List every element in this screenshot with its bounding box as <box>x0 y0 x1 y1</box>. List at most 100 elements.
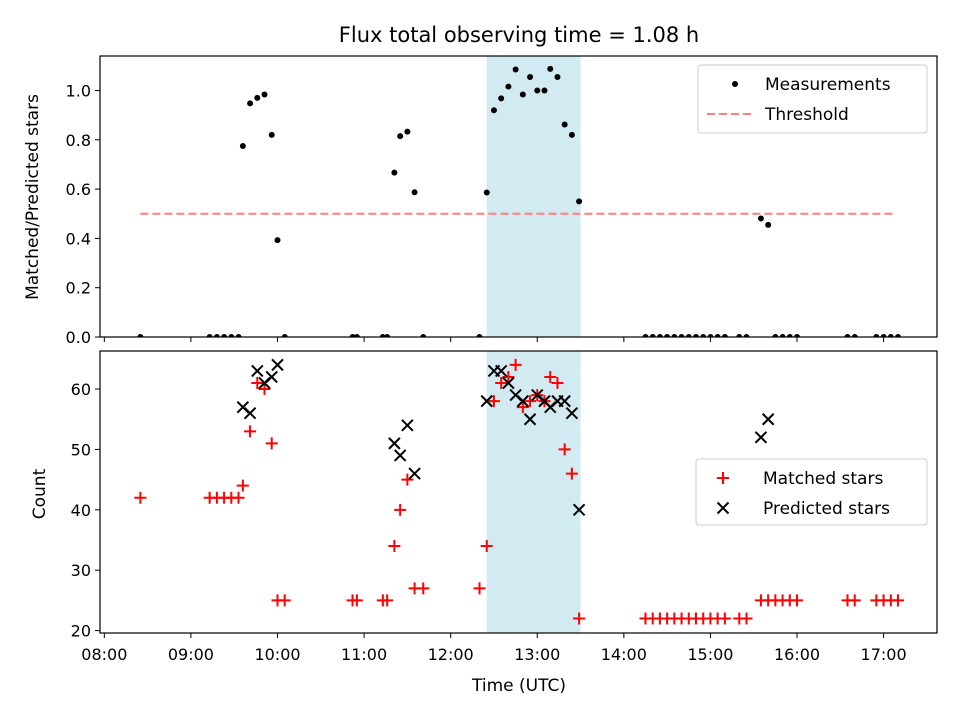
predicted-star-point <box>388 437 401 450</box>
x-tick-label: 13:00 <box>514 645 560 664</box>
matched-star-point <box>134 491 147 504</box>
measurement-point <box>779 334 786 337</box>
x-tick-label: 14:00 <box>601 645 647 664</box>
matched-star-point <box>232 491 245 504</box>
axes-frame-ratio <box>99 55 938 338</box>
measurement-point <box>887 334 894 337</box>
x-tick-label: 09:00 <box>168 645 214 664</box>
matched-star-point <box>388 540 401 553</box>
measurement-point <box>274 237 281 244</box>
measurement-point <box>411 189 418 196</box>
measurement-point <box>397 133 404 140</box>
measurement-point <box>743 334 750 337</box>
matched-star-point <box>278 594 291 607</box>
measurement-point <box>685 334 692 337</box>
x-axis-label: Time (UTC) <box>471 676 566 696</box>
y-tick-label: 0.8 <box>66 131 91 150</box>
observing-window-ratio <box>486 56 581 337</box>
predicted-star-point <box>502 376 515 390</box>
axes-frame-counts <box>99 350 938 634</box>
predicted-star-point <box>401 419 414 432</box>
legend-box-counts <box>695 458 928 526</box>
predicted-star-point <box>408 467 421 480</box>
matched-star-point <box>487 395 500 408</box>
measurement-point <box>541 87 548 94</box>
y-tick-label: 0.4 <box>66 229 91 248</box>
y-tick-label: 0.0 <box>66 328 91 347</box>
chart-title: Flux total observing time = 1.08 h <box>339 23 699 47</box>
matched-star-point <box>740 612 753 625</box>
measurement-point <box>254 94 261 101</box>
matched-star-point <box>381 594 394 607</box>
legend-entry: Threshold <box>764 105 849 125</box>
matched-star-point <box>236 479 249 492</box>
measurement-point <box>213 334 220 337</box>
matched-star-point <box>718 612 731 625</box>
measurement-point <box>757 215 764 222</box>
matched-star-point <box>558 443 571 456</box>
legend-entry: Measurements <box>765 75 891 95</box>
legend-box-ratio <box>697 64 928 134</box>
plot-layer: 0.0 0.2 0.4 0.6 0.8 1.0 Measurements Threshold 2… <box>66 55 938 664</box>
measurement-point <box>228 334 235 337</box>
measurement-point <box>206 334 213 337</box>
measurement-point <box>391 169 398 176</box>
matched-star-point <box>565 467 578 480</box>
predicted-star-point <box>494 364 508 378</box>
predicted-star-point <box>271 358 284 372</box>
y-tick-label: 1.0 <box>66 82 91 101</box>
y-tick-label: 0.6 <box>66 180 91 199</box>
measurement-point <box>519 91 526 98</box>
predicted-star-point <box>243 406 257 420</box>
matched-star-point <box>258 383 271 396</box>
measurement-point <box>880 334 887 337</box>
matched-star-point <box>516 401 529 414</box>
matched-star-point <box>480 540 493 553</box>
measurement-point <box>554 73 561 80</box>
measurement-point <box>714 334 721 337</box>
matched-star-point <box>524 395 537 408</box>
measurement-point <box>534 87 541 94</box>
measurement-point <box>512 66 519 73</box>
measurement-point <box>490 107 497 114</box>
measurement-point <box>851 334 858 337</box>
predicted-star-point <box>523 413 537 426</box>
legend-marker <box>717 472 729 484</box>
predicted-star-point <box>558 394 571 408</box>
measurement-point <box>268 131 275 138</box>
measurement-point <box>693 334 700 337</box>
measurement-point <box>247 100 254 107</box>
matched-star-point <box>544 370 557 383</box>
measurement-point <box>664 334 671 337</box>
legend-entry: Predicted stars <box>763 499 890 519</box>
matched-star-point <box>573 612 586 625</box>
predicted-star-point <box>565 406 579 420</box>
measurement-point <box>561 121 568 128</box>
predicted-star-point <box>572 503 586 517</box>
measurement-point <box>794 334 801 337</box>
matched-star-point <box>502 370 515 383</box>
x-tick-label: 16:00 <box>774 645 820 664</box>
measurement-point <box>772 334 779 337</box>
measurement-point <box>137 334 144 337</box>
matched-star-point <box>251 377 264 390</box>
y-tick-label: 20 <box>71 622 91 641</box>
matched-star-point <box>417 582 430 595</box>
predicted-star-point <box>265 370 278 384</box>
measurement-point <box>895 334 902 337</box>
measurement-point <box>568 131 575 138</box>
measurement-point <box>498 95 505 102</box>
x-tick-label: 10:00 <box>254 645 300 664</box>
measurement-point <box>844 334 851 337</box>
y-axis-label-count: Count <box>30 468 50 519</box>
predicted-star-point <box>754 431 768 444</box>
series-group-ratio <box>137 65 902 337</box>
series-group-counts <box>134 358 905 625</box>
matched-star-point <box>473 582 486 595</box>
measurement-point <box>235 334 242 337</box>
legend-marker <box>732 81 738 87</box>
measurement-point <box>786 334 793 337</box>
x-tick-label: 08:00 <box>81 645 127 664</box>
measurement-point <box>261 91 268 98</box>
